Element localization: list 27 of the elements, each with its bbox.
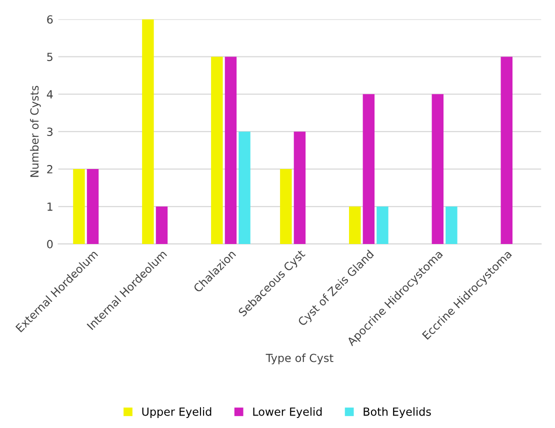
legend-label: Both Eyelids: [364, 407, 431, 418]
legend-label: Lower Eyelid: [253, 407, 322, 418]
y-axis-title: Number of Cysts: [30, 86, 41, 177]
bar: [349, 206, 361, 244]
legend-label: Upper Eyelid: [142, 407, 212, 418]
y-tick-label: 6: [47, 15, 53, 24]
bar: [294, 132, 306, 244]
y-tick-label: 1: [48, 202, 52, 211]
y-tick-label: 4: [46, 90, 53, 98]
y-tick-label: 2: [47, 165, 52, 174]
bar: [73, 169, 85, 244]
bar: [238, 132, 250, 244]
bar: [500, 56, 512, 244]
bar: [376, 206, 388, 244]
bar: [211, 56, 223, 244]
y-tick-label: 0: [47, 240, 53, 248]
bar: [224, 56, 237, 244]
bar: [142, 19, 154, 244]
bar: [86, 169, 99, 244]
x-axis-title: Type of Cyst: [266, 354, 334, 364]
bar: [362, 94, 375, 244]
bar: [280, 169, 292, 244]
y-tick-label: 3: [47, 128, 53, 136]
bar: [432, 94, 444, 244]
bar: [156, 206, 168, 244]
bar: [446, 206, 458, 244]
y-tick-label: 5: [47, 52, 52, 62]
